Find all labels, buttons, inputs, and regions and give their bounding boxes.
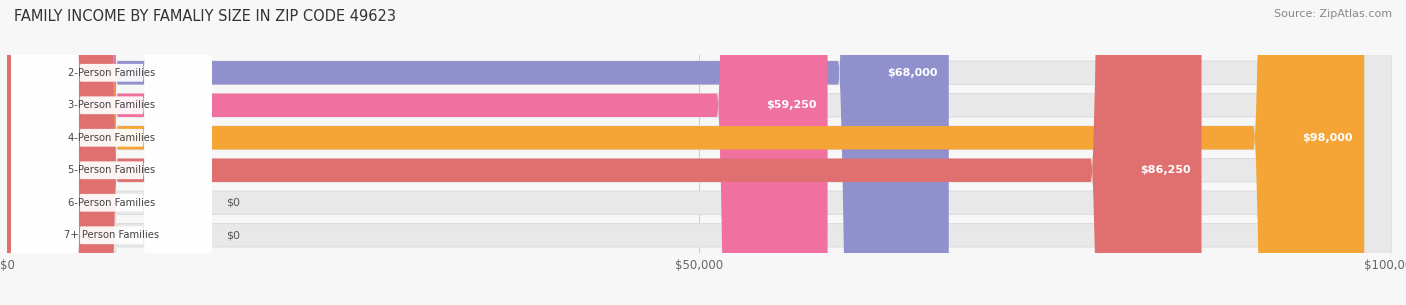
Text: $68,000: $68,000	[887, 68, 938, 78]
Text: FAMILY INCOME BY FAMALIY SIZE IN ZIP CODE 49623: FAMILY INCOME BY FAMALIY SIZE IN ZIP COD…	[14, 9, 396, 24]
Text: $59,250: $59,250	[766, 100, 817, 110]
FancyBboxPatch shape	[7, 0, 1392, 305]
Text: 7+ Person Families: 7+ Person Families	[65, 230, 159, 240]
FancyBboxPatch shape	[7, 0, 949, 305]
FancyBboxPatch shape	[7, 0, 1364, 305]
FancyBboxPatch shape	[7, 0, 1392, 305]
Text: $0: $0	[226, 230, 240, 240]
Text: $86,250: $86,250	[1140, 165, 1191, 175]
FancyBboxPatch shape	[11, 0, 212, 305]
Text: Source: ZipAtlas.com: Source: ZipAtlas.com	[1274, 9, 1392, 19]
FancyBboxPatch shape	[7, 0, 828, 305]
FancyBboxPatch shape	[7, 0, 1392, 305]
Text: 3-Person Families: 3-Person Families	[67, 100, 155, 110]
FancyBboxPatch shape	[7, 0, 1392, 305]
FancyBboxPatch shape	[11, 0, 212, 305]
Text: 6-Person Families: 6-Person Families	[67, 198, 155, 208]
Text: 5-Person Families: 5-Person Families	[67, 165, 155, 175]
Text: 4-Person Families: 4-Person Families	[67, 133, 155, 143]
Text: $0: $0	[226, 198, 240, 208]
FancyBboxPatch shape	[11, 0, 212, 305]
FancyBboxPatch shape	[7, 0, 1392, 305]
FancyBboxPatch shape	[11, 0, 212, 305]
FancyBboxPatch shape	[11, 0, 212, 305]
FancyBboxPatch shape	[7, 0, 1202, 305]
Text: 2-Person Families: 2-Person Families	[67, 68, 155, 78]
Text: $98,000: $98,000	[1303, 133, 1353, 143]
FancyBboxPatch shape	[11, 0, 212, 305]
FancyBboxPatch shape	[7, 0, 1392, 305]
